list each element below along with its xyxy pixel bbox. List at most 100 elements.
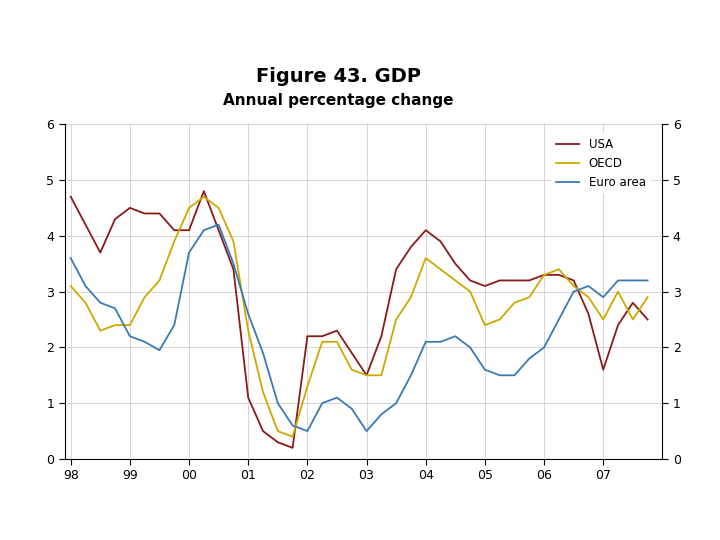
Euro area: [258, 350, 267, 356]
USA: [392, 266, 400, 273]
Euro area: [274, 400, 282, 407]
USA: [155, 210, 163, 217]
Euro area: [140, 339, 149, 345]
Text: SVERIGES
RIKSBANK: SVERIGES RIKSBANK: [639, 48, 679, 60]
Euro area: [540, 344, 549, 350]
Euro area: [554, 316, 563, 323]
OECD: [525, 294, 534, 300]
Euro area: [215, 221, 223, 228]
OECD: [215, 205, 223, 211]
USA: [436, 238, 445, 245]
OECD: [599, 316, 608, 323]
OECD: [421, 255, 430, 261]
Euro area: [185, 249, 194, 256]
Euro area: [629, 277, 637, 284]
USA: [495, 277, 504, 284]
USA: [377, 333, 386, 340]
Text: Figure 43. GDP: Figure 43. GDP: [256, 68, 421, 86]
USA: [333, 327, 341, 334]
USA: [584, 310, 593, 317]
OECD: [96, 327, 104, 334]
OECD: [643, 294, 652, 300]
USA: [125, 205, 134, 211]
Euro area: [599, 294, 608, 300]
Text: Sources: Eurostat, OECD and the US Department of Commerce: Sources: Eurostat, OECD and the US Depar…: [140, 516, 580, 530]
USA: [629, 300, 637, 306]
USA: [111, 216, 120, 222]
OECD: [185, 205, 194, 211]
Euro area: [348, 406, 356, 412]
OECD: [540, 272, 549, 278]
Euro area: [318, 400, 326, 407]
Euro area: [362, 428, 371, 434]
OECD: [570, 283, 578, 289]
Euro area: [525, 355, 534, 362]
OECD: [333, 339, 341, 345]
USA: [215, 227, 223, 233]
OECD: [244, 327, 253, 334]
USA: [554, 272, 563, 278]
OECD: [229, 238, 238, 245]
Euro area: [288, 422, 297, 429]
Euro area: [643, 277, 652, 284]
USA: [466, 277, 474, 284]
USA: [421, 227, 430, 233]
Euro area: [584, 283, 593, 289]
Line: Euro area: Euro area: [71, 225, 647, 431]
OECD: [392, 316, 400, 323]
OECD: [377, 372, 386, 379]
Euro area: [155, 347, 163, 353]
USA: [66, 193, 75, 200]
OECD: [495, 316, 504, 323]
USA: [525, 277, 534, 284]
USA: [170, 227, 179, 233]
USA: [540, 272, 549, 278]
Euro area: [510, 372, 519, 379]
Euro area: [480, 367, 489, 373]
Euro area: [170, 322, 179, 328]
USA: [570, 277, 578, 284]
USA: [480, 283, 489, 289]
Line: OECD: OECD: [71, 197, 647, 437]
USA: [244, 394, 253, 401]
Euro area: [495, 372, 504, 379]
USA: [318, 333, 326, 340]
Euro area: [66, 255, 75, 261]
USA: [348, 350, 356, 356]
Euro area: [111, 305, 120, 312]
USA: [81, 221, 90, 228]
USA: [407, 244, 415, 250]
OECD: [554, 266, 563, 273]
OECD: [274, 428, 282, 434]
USA: [185, 227, 194, 233]
OECD: [81, 300, 90, 306]
Euro area: [229, 260, 238, 267]
OECD: [258, 389, 267, 395]
OECD: [125, 322, 134, 328]
USA: [199, 188, 208, 194]
Euro area: [96, 300, 104, 306]
OECD: [318, 339, 326, 345]
USA: [451, 260, 459, 267]
USA: [599, 367, 608, 373]
Euro area: [421, 339, 430, 345]
Euro area: [199, 227, 208, 233]
Euro area: [244, 310, 253, 317]
OECD: [466, 288, 474, 295]
USA: [140, 210, 149, 217]
USA: [643, 316, 652, 323]
USA: [274, 439, 282, 446]
USA: [96, 249, 104, 256]
Text: Annual percentage change: Annual percentage change: [223, 93, 454, 108]
Euro area: [333, 394, 341, 401]
OECD: [451, 277, 459, 284]
OECD: [510, 300, 519, 306]
Euro area: [451, 333, 459, 340]
USA: [613, 322, 622, 328]
Euro area: [466, 344, 474, 350]
OECD: [348, 367, 356, 373]
OECD: [407, 294, 415, 300]
Euro area: [303, 428, 312, 434]
Euro area: [407, 372, 415, 379]
USA: [288, 444, 297, 451]
